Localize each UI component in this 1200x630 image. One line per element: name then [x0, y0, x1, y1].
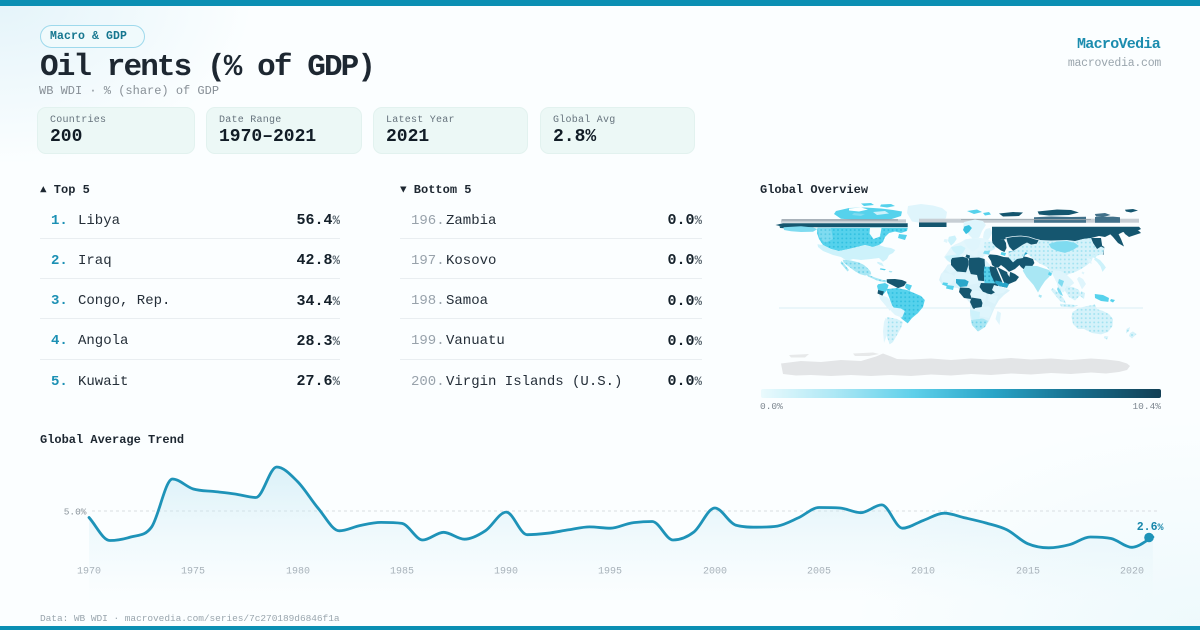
svg-text:2010: 2010 [911, 567, 935, 578]
svg-text:1985: 1985 [390, 567, 414, 578]
svg-text:1975: 1975 [181, 567, 205, 578]
svg-text:1970: 1970 [77, 567, 101, 578]
svg-text:2005: 2005 [807, 567, 831, 578]
svg-text:1990: 1990 [494, 567, 518, 578]
svg-text:2020: 2020 [1120, 567, 1144, 578]
svg-text:2.6%: 2.6% [1137, 521, 1164, 534]
svg-text:5.0%: 5.0% [64, 507, 87, 518]
svg-text:1995: 1995 [598, 567, 622, 578]
svg-text:1980: 1980 [286, 567, 310, 578]
svg-text:2015: 2015 [1016, 567, 1040, 578]
svg-text:2000: 2000 [703, 567, 727, 578]
